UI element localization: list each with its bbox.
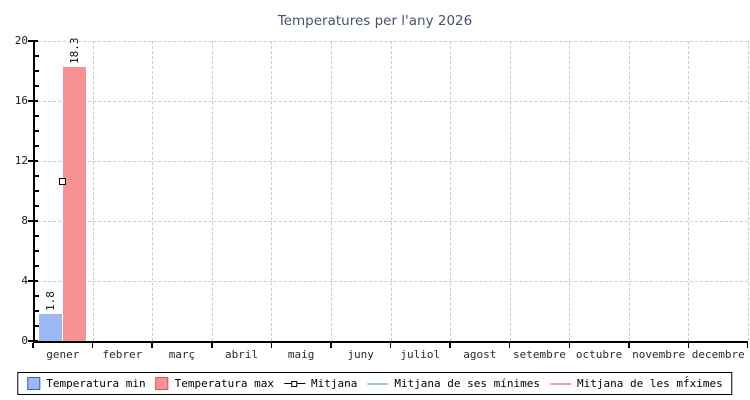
y-minor-tick <box>34 115 39 117</box>
y-major-tick <box>27 40 38 42</box>
x-tick <box>330 342 332 348</box>
legend-label: Temperatura min <box>46 377 146 390</box>
x-axis-label: abril <box>224 348 259 361</box>
y-minor-tick <box>34 175 39 177</box>
x-gridline <box>509 41 511 341</box>
y-major-tick <box>27 340 38 342</box>
bar-value-label: 1.8 <box>43 291 57 311</box>
legend-swatch-icon <box>155 377 169 390</box>
x-tick <box>211 342 213 348</box>
y-axis-label: 12 <box>14 154 28 167</box>
legend-item: Temperatura max <box>155 377 274 390</box>
x-tick <box>270 342 273 348</box>
x-axis-label: juny <box>347 348 374 361</box>
y-minor-tick <box>34 130 39 132</box>
x-tick <box>508 342 511 348</box>
y-major-tick <box>27 100 38 102</box>
x-axis-label: octubre <box>575 348 623 361</box>
legend-label: Mitjana de ses mínimes <box>394 377 541 390</box>
legend-label: Temperatura max <box>174 377 274 390</box>
x-gridline <box>628 41 630 341</box>
y-axis-label: 16 <box>14 94 28 107</box>
chart-title: Temperatures per l'any 2026 <box>277 13 473 29</box>
y-axis-label: 0 <box>21 334 28 347</box>
x-axis-label: febrer <box>102 348 143 361</box>
y-minor-tick <box>34 250 39 252</box>
legend-line-icon <box>550 382 572 385</box>
x-gridline <box>390 41 392 341</box>
legend-label: Mitjana de les mf́ximes <box>577 377 723 390</box>
legend-point-marker-icon <box>283 380 305 387</box>
x-axis-label: decembre <box>691 348 745 361</box>
y-major-tick <box>27 160 38 162</box>
bar-value-label: 18.3 <box>67 37 81 64</box>
y-minor-tick <box>34 325 39 327</box>
x-axis-line <box>33 341 748 343</box>
x-tick <box>151 342 153 348</box>
bar-max <box>63 66 87 341</box>
legend-swatch-icon <box>27 377 41 390</box>
open-square-icon <box>291 380 298 387</box>
y-minor-tick <box>34 205 39 207</box>
x-tick <box>687 342 690 348</box>
x-axis-label: maig <box>287 348 315 361</box>
y-major-tick <box>27 220 38 222</box>
y-minor-tick <box>34 70 39 72</box>
mitjana-marker <box>58 178 66 185</box>
y-axis-label: 4 <box>21 274 28 287</box>
legend-line-icon <box>367 382 389 385</box>
bar-min <box>39 314 63 341</box>
x-axis-label: març <box>168 348 196 361</box>
x-gridline <box>271 41 273 341</box>
y-minor-tick <box>34 55 39 57</box>
x-tick <box>746 342 748 348</box>
y-major-tick <box>27 280 38 282</box>
x-gridline <box>330 41 332 341</box>
x-gridline <box>688 41 690 341</box>
x-axis-label: juliol <box>400 348 441 361</box>
x-gridline <box>211 41 213 341</box>
y-minor-tick <box>34 295 39 297</box>
x-tick <box>628 342 630 348</box>
legend-item: Mitjana de ses mínimes <box>367 377 540 390</box>
x-tick <box>91 342 94 348</box>
y-minor-tick <box>34 145 39 147</box>
y-axis-label: 8 <box>21 214 28 227</box>
x-tick <box>32 342 34 348</box>
x-tick <box>449 342 451 348</box>
x-gridline <box>92 41 94 341</box>
legend-item: Mitjana <box>283 377 358 390</box>
legend-item: Mitjana de les mf́ximes <box>550 377 723 390</box>
y-minor-tick <box>34 235 39 237</box>
y-minor-tick <box>34 265 39 267</box>
x-axis-label: setembre <box>512 348 566 361</box>
x-tick <box>389 342 392 348</box>
x-gridline <box>748 41 749 341</box>
x-gridline <box>152 41 154 341</box>
y-axis-line <box>33 41 35 343</box>
y-minor-tick <box>34 310 39 312</box>
x-axis-label: gener <box>46 348 80 361</box>
y-minor-tick <box>34 85 39 87</box>
legend-label: Mitjana <box>310 377 358 390</box>
legend-item: Temperatura min <box>27 377 146 390</box>
legend: Temperatura min Temperatura max Mitjana Mit… <box>17 372 733 395</box>
y-minor-tick <box>34 190 39 192</box>
x-gridline <box>569 41 571 341</box>
x-axis-label: agost <box>463 348 497 361</box>
x-gridline <box>450 41 452 341</box>
x-axis-label: novembre <box>632 348 686 361</box>
y-axis-label: 20 <box>14 34 28 47</box>
x-tick <box>568 342 570 348</box>
